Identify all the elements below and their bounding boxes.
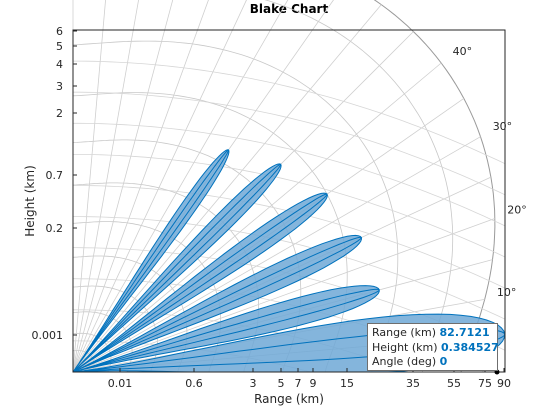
x-axis-label: Range (km) [254, 392, 324, 406]
x-tick-label: 0.6 [185, 377, 203, 390]
y-tick-label: 6 [56, 25, 63, 38]
datatip[interactable]: Range (km) 82.7121 Height (km) 0.384527 … [367, 323, 499, 371]
y-tick-label: 0.7 [46, 169, 64, 182]
y-tick-label: 4 [56, 58, 63, 71]
datatip-angle-label: Angle (deg) [372, 355, 437, 368]
x-tick-label: 3 [250, 377, 257, 390]
x-tick-label: 9 [310, 377, 317, 390]
y-tick-label: 0.2 [46, 222, 64, 235]
chart-title: Blake Chart [250, 2, 329, 16]
y-tick-label: 2 [56, 107, 63, 120]
datatip-range-row: Range (km) 82.7121 [372, 326, 493, 341]
datatip-height-value: 0.384527 [441, 340, 499, 354]
angle-label: 30° [493, 120, 513, 133]
datatip-height-label: Height (km) [372, 340, 438, 354]
x-tick-label: 55 [447, 377, 461, 390]
y-tick-label: 0.001 [32, 329, 64, 342]
y-axis-label: Height (km) [23, 165, 37, 236]
angle-label: 40° [453, 45, 473, 58]
datatip-angle-value: 0 [439, 355, 448, 368]
x-tick-label: 0.01 [108, 377, 133, 390]
x-tick-label: 5 [278, 377, 285, 390]
x-tick-label: 35 [406, 377, 420, 390]
x-tick-labels: 0.01 0.6 3 5 7 9 15 35 55 75 90 [108, 368, 511, 390]
angle-label: 20° [507, 203, 527, 216]
x-tick-label: 7 [295, 377, 302, 390]
datatip-angle-row: Angle (deg) 0 [372, 355, 493, 370]
datatip-height-row: Height (km) 0.384527 [372, 340, 499, 356]
datatip-range-value: 82.7121 [439, 326, 490, 339]
y-tick-label: 3 [56, 80, 63, 93]
y-tick-labels: 0.001 0.2 0.7 2 3 4 5 6 [32, 25, 77, 342]
x-tick-label: 75 [478, 377, 492, 390]
x-tick-label: 90 [497, 377, 511, 390]
angle-label: 10° [497, 286, 517, 299]
y-tick-label: 5 [56, 40, 63, 53]
datatip-range-label: Range (km) [372, 326, 437, 339]
angle-labels: 10°20°30°40°50°60°70°80° [453, 45, 527, 299]
lobes-group [72, 149, 506, 373]
x-tick-label: 15 [340, 377, 354, 390]
